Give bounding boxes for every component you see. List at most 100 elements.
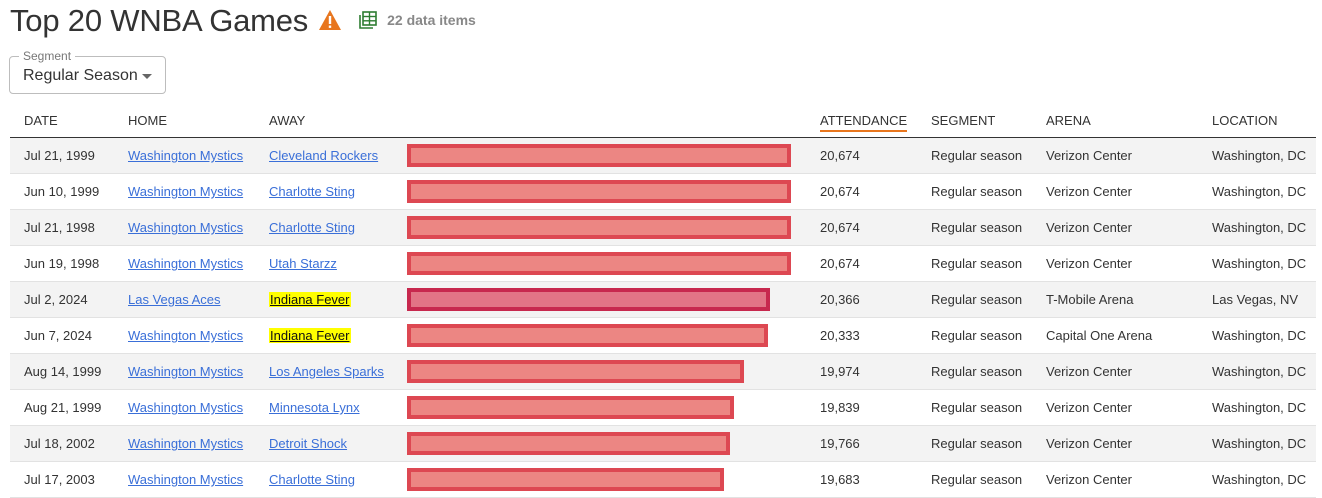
away-team-link[interactable]: Detroit Shock <box>269 436 348 451</box>
cell-home: Washington Mystics <box>128 220 243 235</box>
cell-attendance: 19,839 <box>820 400 860 415</box>
column-header-arena[interactable]: ARENA <box>1046 113 1091 128</box>
home-team-link[interactable]: Washington Mystics <box>128 400 244 415</box>
warning-icon[interactable] <box>318 9 342 31</box>
column-header-date[interactable]: DATE <box>24 113 58 128</box>
segment-select[interactable]: Segment Regular Season <box>9 49 166 94</box>
cell-arena: Verizon Center <box>1046 220 1132 235</box>
home-team-link[interactable]: Washington Mystics <box>128 148 244 163</box>
table-row[interactable]: Aug 21, 1999 Washington Mystics Minnesota … <box>10 390 1316 426</box>
away-team-link[interactable]: Charlotte Sting <box>269 472 355 487</box>
attendance-bar[interactable] <box>407 360 744 383</box>
away-team-link[interactable]: Los Angeles Sparks <box>269 364 384 379</box>
away-team-link[interactable]: Charlotte Sting <box>269 220 355 235</box>
cell-home: Washington Mystics <box>128 400 243 415</box>
away-team-link[interactable]: Utah Starzz <box>269 256 337 271</box>
table-row[interactable]: Jul 21, 1998 Washington Mystics Charlotte … <box>10 210 1316 246</box>
table-data-icon[interactable] <box>359 11 377 29</box>
cell-away: Charlotte Sting <box>269 472 355 487</box>
table-row[interactable]: Jun 19, 1998 Washington Mystics Utah Starz… <box>10 246 1316 282</box>
table-header-row: DATE HOME AWAY ATTENDANCE SEGMENT ARENA … <box>10 103 1316 138</box>
away-team-link[interactable]: Indiana Fever <box>269 292 351 307</box>
cell-home: Washington Mystics <box>128 256 243 271</box>
home-team-link[interactable]: Washington Mystics <box>128 472 244 487</box>
column-header-attendance[interactable]: ATTENDANCE <box>820 113 908 132</box>
home-team-link[interactable]: Washington Mystics <box>128 184 244 199</box>
home-team-link[interactable]: Las Vegas Aces <box>128 292 221 307</box>
page-header: Top 20 WNBA Games 22 data items <box>10 0 476 40</box>
home-team-link[interactable]: Washington Mystics <box>128 436 244 451</box>
cell-arena: Capital One Arena <box>1046 328 1153 343</box>
cell-attendance: 19,974 <box>820 364 860 379</box>
cell-location: Washington, DC <box>1212 148 1307 163</box>
away-team-link[interactable]: Cleveland Rockers <box>269 148 379 163</box>
cell-date: Jul 21, 1999 <box>24 148 95 163</box>
data-count-label[interactable]: 22 data items <box>387 12 476 28</box>
attendance-bar[interactable] <box>407 324 768 347</box>
cell-date: Aug 14, 1999 <box>24 364 102 379</box>
table-row[interactable]: Aug 14, 1999 Washington Mystics Los Angele… <box>10 354 1316 390</box>
cell-date: Jul 18, 2002 <box>24 436 95 451</box>
table-row[interactable]: Jul 17, 2003 Washington Mystics Charlotte … <box>10 462 1316 498</box>
column-header-home[interactable]: HOME <box>128 113 167 128</box>
attendance-bar[interactable] <box>407 216 791 239</box>
cell-arena: Verizon Center <box>1046 472 1132 487</box>
cell-away: Utah Starzz <box>269 256 337 271</box>
cell-segment: Regular season <box>931 184 1023 199</box>
away-team-link[interactable]: Charlotte Sting <box>269 184 355 199</box>
cell-attendance: 20,674 <box>820 256 860 271</box>
attendance-bar[interactable] <box>407 180 791 203</box>
attendance-bar[interactable] <box>407 288 770 311</box>
cell-location: Washington, DC <box>1212 436 1307 451</box>
cell-home: Washington Mystics <box>128 436 243 451</box>
cell-attendance: 20,366 <box>820 292 860 307</box>
cell-date: Aug 21, 1999 <box>24 400 102 415</box>
cell-attendance: 19,683 <box>820 472 860 487</box>
table-row[interactable]: Jun 7, 2024 Washington Mystics Indiana Fev… <box>10 318 1316 354</box>
cell-date: Jun 19, 1998 <box>24 256 100 271</box>
cell-home: Las Vegas Aces <box>128 292 221 307</box>
column-header-segment[interactable]: SEGMENT <box>931 113 996 128</box>
cell-location: Washington, DC <box>1212 184 1307 199</box>
table-row[interactable]: Jul 18, 2002 Washington Mystics Detroit Sh… <box>10 426 1316 462</box>
cell-location: Washington, DC <box>1212 400 1307 415</box>
table-row[interactable]: Jul 21, 1999 Washington Mystics Cleveland … <box>10 138 1316 174</box>
cell-home: Washington Mystics <box>128 148 243 163</box>
cell-arena: Verizon Center <box>1046 364 1132 379</box>
column-header-away[interactable]: AWAY <box>269 113 306 128</box>
games-table: DATE HOME AWAY ATTENDANCE SEGMENT ARENA … <box>10 103 1316 498</box>
cell-away: Detroit Shock <box>269 436 347 451</box>
attendance-bar[interactable] <box>407 432 730 455</box>
attendance-bar[interactable] <box>407 468 724 491</box>
home-team-link[interactable]: Washington Mystics <box>128 220 244 235</box>
cell-date: Jun 10, 1999 <box>24 184 100 199</box>
away-team-link[interactable]: Minnesota Lynx <box>269 400 360 415</box>
cell-location: Las Vegas, NV <box>1212 292 1298 307</box>
cell-segment: Regular season <box>931 256 1023 271</box>
cell-arena: Verizon Center <box>1046 400 1132 415</box>
away-team-link[interactable]: Indiana Fever <box>269 328 351 343</box>
cell-home: Washington Mystics <box>128 364 243 379</box>
cell-away: Minnesota Lynx <box>269 400 360 415</box>
cell-segment: Regular season <box>931 436 1023 451</box>
cell-away: Charlotte Sting <box>269 184 355 199</box>
cell-attendance: 20,674 <box>820 220 860 235</box>
home-team-link[interactable]: Washington Mystics <box>128 364 244 379</box>
home-team-link[interactable]: Washington Mystics <box>128 256 244 271</box>
attendance-bar[interactable] <box>407 252 791 275</box>
attendance-bar[interactable] <box>407 396 734 419</box>
cell-segment: Regular season <box>931 328 1023 343</box>
cell-location: Washington, DC <box>1212 220 1307 235</box>
cell-location: Washington, DC <box>1212 328 1307 343</box>
cell-date: Jul 17, 2003 <box>24 472 95 487</box>
cell-location: Washington, DC <box>1212 256 1307 271</box>
home-team-link[interactable]: Washington Mystics <box>128 328 244 343</box>
table-row[interactable]: Jul 2, 2024 Las Vegas Aces Indiana Fever 20… <box>10 282 1316 318</box>
table-row[interactable]: Jun 10, 1999 Washington Mystics Charlotte … <box>10 174 1316 210</box>
cell-home: Washington Mystics <box>128 184 243 199</box>
cell-segment: Regular season <box>931 292 1023 307</box>
attendance-bar[interactable] <box>407 144 791 167</box>
cell-home: Washington Mystics <box>128 472 243 487</box>
cell-arena: Verizon Center <box>1046 148 1132 163</box>
column-header-location[interactable]: LOCATION <box>1212 113 1278 128</box>
